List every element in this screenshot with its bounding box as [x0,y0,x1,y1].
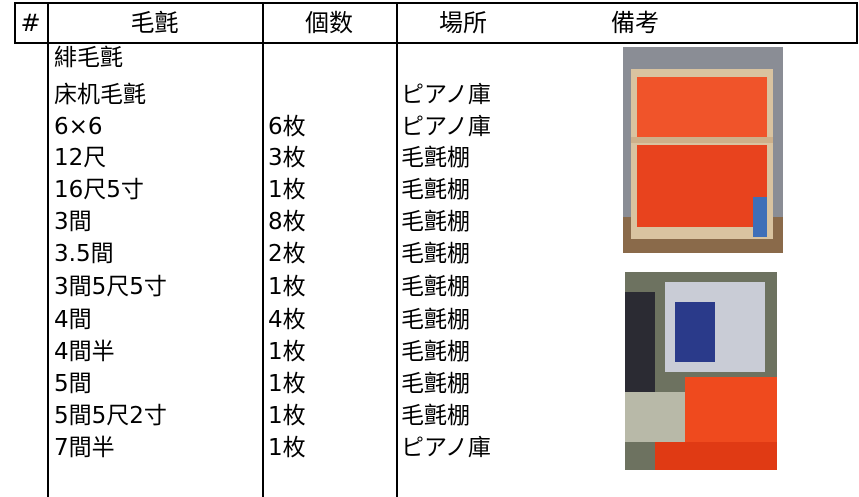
place-cell: ピアノ庫 [401,82,491,108]
count-cell: 2枚 [268,241,306,267]
place-cell: 毛氈棚 [401,274,470,300]
name-cell: 4間半 [54,339,115,365]
name-cell: 5間5尺2寸 [54,403,167,429]
name-cell: 3.5間 [54,241,114,267]
header-bottom-border [14,42,858,44]
header-right-border [856,2,858,44]
count-cell: 1枚 [268,177,306,203]
count-cell: 6枚 [268,114,306,140]
place-cell: 毛氈棚 [401,209,470,235]
count-cell: 4枚 [268,307,306,333]
place-cell: 毛氈棚 [401,307,470,333]
column-border [47,2,49,497]
count-cell: 8枚 [268,209,306,235]
header-cell: 備考 [611,9,659,37]
count-cell: 1枚 [268,339,306,365]
photo-storage-room [625,272,777,470]
header-top-border [14,2,858,4]
count-cell: 1枚 [268,371,306,397]
place-cell: ピアノ庫 [401,435,491,461]
count-cell: 1枚 [268,274,306,300]
name-cell: 3間5尺5寸 [54,274,167,300]
name-cell: 緋毛氈 [54,45,123,71]
header-cell: # [20,9,41,37]
place-cell: 毛氈棚 [401,403,470,429]
column-border [396,2,398,497]
header-cell: 個数 [305,9,353,37]
name-cell: 5間 [54,371,92,397]
place-cell: 毛氈棚 [401,339,470,365]
name-cell: 床机毛氈 [54,82,146,108]
count-cell: 1枚 [268,435,306,461]
count-cell: 1枚 [268,403,306,429]
header-left-border [14,2,16,44]
place-cell: 毛氈棚 [401,241,470,267]
name-cell: 12尺 [54,145,107,171]
name-cell: 7間半 [54,435,115,461]
place-cell: ピアノ庫 [401,114,491,140]
name-cell: 4間 [54,307,92,333]
count-cell: 3枚 [268,145,306,171]
name-cell: 16尺5寸 [54,177,144,203]
column-border [262,2,264,497]
place-cell: 毛氈棚 [401,145,470,171]
header-cell: 場所 [439,9,487,37]
name-cell: 3間 [54,209,92,235]
place-cell: 毛氈棚 [401,371,470,397]
photo-felt-shelf [623,47,783,253]
place-cell: 毛氈棚 [401,177,470,203]
name-cell: 6×6 [54,114,103,140]
header-cell: 毛氈 [130,9,179,37]
